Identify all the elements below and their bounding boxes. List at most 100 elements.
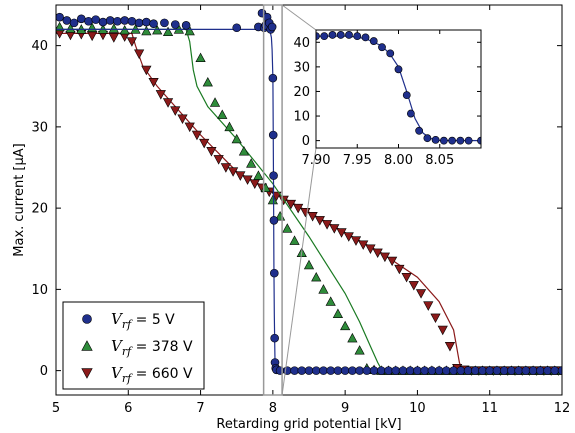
data-point-0	[470, 366, 480, 375]
data-point-0	[134, 18, 144, 28]
zoom-region-box	[262, 4, 283, 396]
data-point-0	[113, 16, 122, 26]
data-point-0	[269, 171, 278, 180]
data-point-1	[340, 320, 351, 331]
y-tick-label: 20	[31, 202, 48, 217]
inset-data-point	[402, 91, 411, 100]
data-point-2	[430, 313, 441, 324]
inset-data-point	[394, 65, 403, 74]
y-axis-label: Max. current [μA]	[12, 143, 27, 256]
data-point-2	[155, 90, 166, 100]
data-point-0	[275, 366, 285, 375]
data-point-0	[449, 366, 458, 375]
inset-data-point	[456, 136, 465, 145]
inset-data-point	[320, 32, 329, 41]
data-point-0	[413, 366, 422, 375]
data-point-2	[314, 216, 325, 226]
inset-data-point	[369, 37, 378, 45]
data-point-0	[270, 333, 279, 343]
data-point-2	[415, 289, 427, 299]
data-point-0	[420, 366, 429, 375]
data-point-1	[238, 146, 250, 156]
inset-x-tick-label: 8.00	[384, 153, 413, 168]
data-point-1	[209, 97, 221, 107]
data-point-0	[269, 216, 279, 225]
y-tick-label: 10	[31, 283, 48, 298]
data-point-2	[235, 171, 246, 181]
inset-frame	[315, 29, 482, 149]
inset-data-point	[431, 135, 440, 144]
data-point-2	[293, 203, 304, 214]
data-point-2	[394, 264, 405, 275]
data-point-0	[369, 366, 379, 375]
inset-data-point	[439, 136, 448, 145]
data-point-0	[550, 366, 560, 375]
data-point-0	[362, 366, 372, 375]
data-point-0	[297, 366, 307, 375]
data-point-2	[321, 220, 333, 230]
data-point-1	[253, 170, 264, 180]
inset-y-tick-label: 10	[293, 110, 310, 125]
data-point-2	[87, 31, 98, 42]
inset-data-point	[316, 32, 320, 41]
inset-data-point	[386, 49, 395, 58]
data-point-0	[463, 366, 473, 375]
data-point-1	[354, 345, 365, 355]
data-point-0	[536, 366, 545, 375]
data-point-0	[268, 130, 278, 140]
zoom-connectors	[262, 4, 317, 396]
data-point-2	[162, 98, 174, 108]
data-point-1	[318, 284, 329, 294]
data-point-2	[213, 155, 224, 165]
data-point-2	[126, 37, 138, 47]
data-point-2	[343, 232, 354, 242]
data-point-2	[141, 65, 152, 76]
data-point-2	[134, 49, 145, 59]
data-point-0	[319, 366, 328, 375]
data-point-0	[355, 366, 364, 375]
data-point-0	[427, 366, 437, 375]
legend-marker-2	[81, 368, 93, 379]
inset-y-tick-label: 20	[293, 85, 310, 100]
x-tick-label: 11	[481, 401, 498, 416]
data-layer	[56, 8, 562, 376]
data-point-0	[120, 16, 129, 25]
data-point-0	[69, 18, 79, 28]
x-tick-label: 6	[124, 401, 132, 416]
data-point-2	[358, 240, 369, 250]
data-point-2	[401, 272, 412, 283]
data-point-1	[162, 26, 174, 37]
data-point-0	[528, 366, 538, 375]
x-tick-label: 7	[196, 401, 204, 416]
data-point-2	[108, 33, 119, 43]
data-point-2	[177, 114, 188, 124]
legend-label-1: Vrf = 378 V	[111, 337, 193, 358]
data-point-2	[408, 281, 419, 291]
data-point-1	[217, 109, 228, 119]
data-point-0	[77, 14, 86, 24]
inset-data-point	[464, 136, 473, 145]
data-point-1	[289, 235, 300, 245]
inset-data-point	[415, 126, 424, 135]
data-point-2	[307, 212, 318, 222]
data-point-0	[267, 22, 277, 32]
data-point-0	[149, 19, 158, 28]
data-point-0	[98, 17, 108, 27]
inset-data-point	[328, 31, 337, 39]
data-point-2	[170, 106, 181, 116]
data-point-2	[249, 179, 260, 189]
inset-data-point	[345, 31, 353, 39]
data-point-0	[398, 366, 408, 375]
legend-label-2: Vrf = 660 V	[111, 364, 193, 385]
data-point-1	[303, 259, 315, 270]
inset-data-point	[406, 109, 415, 118]
data-point-1	[332, 308, 344, 318]
data-point-1	[202, 76, 213, 87]
data-point-1	[267, 194, 278, 205]
inset-y-tick-label: 30	[293, 60, 310, 75]
data-point-0	[405, 366, 415, 375]
data-point-0	[91, 15, 101, 24]
inset-data-point	[448, 136, 457, 145]
inset-chart: 7.90 7.95 8.00 8.05 0 10 20 30 40	[293, 29, 482, 168]
